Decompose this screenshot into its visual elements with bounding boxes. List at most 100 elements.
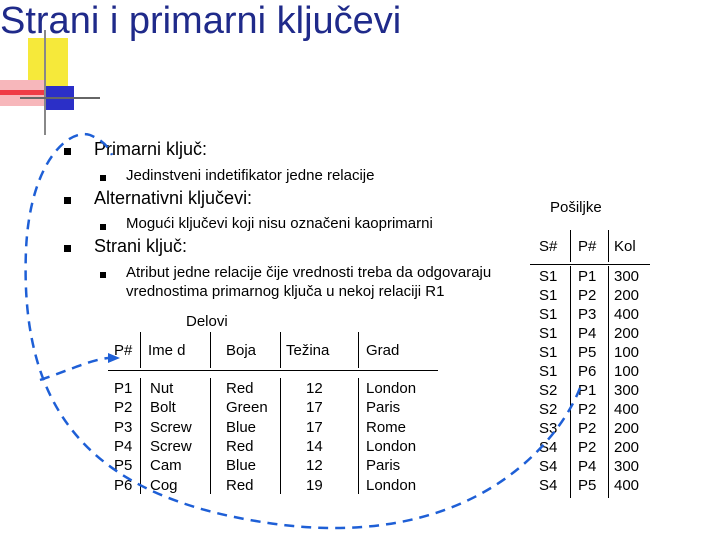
corner-decoration [0,0,100,140]
bullet-strani-kljuc: Strani ključ: [94,236,188,256]
posiljke-cell: P1 [578,382,597,399]
delovi-header-cell: Grad [366,342,400,359]
sub-bullet-strani-line2: vrednostima primarnog ključa u nekoj rel… [126,283,445,300]
posiljke-cell: 100 [614,344,640,361]
delovi-cell: Paris [366,457,401,475]
posiljke-cell: P2 [578,439,597,456]
delovi-cell: Cog [150,476,178,494]
delovi-cell: Nut [150,380,174,397]
sub-bullet-marker [100,272,106,278]
deco-horizontal-line [20,97,100,99]
delovi-cell: P2 [114,399,133,417]
posiljke-cell: 300 [614,458,640,475]
delovi-cell: 19 [306,476,323,494]
delovi-cell: P4 [114,437,133,455]
delovi-cell: P1 [114,380,133,397]
posiljke-column-separator [570,266,571,498]
posiljke-cell: S4 [539,477,558,494]
delovi-header-cell: Boja [226,342,257,359]
foreign-key-arrow-head [108,353,120,363]
delovi-cell: P3 [114,418,133,436]
posiljke-cell: P4 [578,325,597,342]
posiljke-header-cell: Kol [614,238,636,255]
delovi-cell: Blue [226,457,257,475]
posiljke-cell: S1 [539,325,558,342]
posiljke-cell: P2 [578,287,597,304]
posiljke-cell: P1 [578,268,597,285]
posiljke-cell: 400 [614,306,640,323]
posiljke-cell: S2 [539,401,558,418]
posiljke-cell: 400 [614,401,640,418]
posiljke-cell: P5 [578,344,597,361]
page-title: Strani i primarni ključevi [0,0,402,42]
delovi-header-separator [108,370,438,371]
delovi-cell: Rome [366,418,407,436]
foreign-key-arrow-path [24,132,582,530]
delovi-caption: Delovi [186,313,228,330]
delovi-column-separator [280,332,281,368]
posiljke-header-separator [530,264,650,265]
sub-bullet-strani-line1: Atribut jedne relacije čije vrednosti tr… [126,264,492,281]
posiljke-cell: S2 [539,382,558,399]
delovi-cell: London [366,437,417,455]
delovi-column-separator [358,332,359,368]
posiljke-cell: P2 [578,401,597,418]
sub-bullet-marker [100,224,106,230]
posiljke-cell: S1 [539,344,558,361]
delovi-cell: 14 [306,437,323,455]
posiljke-cell: P6 [578,363,597,380]
delovi-cell: Bolt [150,399,176,417]
posiljke-cell: 200 [614,420,640,437]
posiljke-cell: S1 [539,306,558,323]
bullet-alternativni-kljucevi: Alternativni ključevi: [94,188,253,208]
bullet-marker [64,245,71,252]
delovi-column-separator [210,332,211,368]
delovi-cell: Red [226,380,254,397]
delovi-cell: P5 [114,457,133,475]
posiljke-cell: 200 [614,287,640,304]
delovi-header-cell: P# [114,342,133,359]
posiljke-cell: 300 [614,268,640,285]
delovi-cell: 17 [306,399,323,417]
posiljke-column-separator [570,230,571,262]
posiljke-cell: S4 [539,439,558,456]
posiljke-header-cell: P# [578,238,597,255]
delovi-cell: 12 [306,380,323,397]
delovi-cell: Cam [150,457,182,475]
delovi-cell: P6 [114,476,133,494]
delovi-column-separator [210,378,211,494]
delovi-column-separator [140,378,141,494]
posiljke-cell: 200 [614,325,640,342]
delovi-cell: London [366,380,417,397]
delovi-cell: Blue [226,418,257,436]
bullet-marker [64,197,71,204]
delovi-header-cell: Ime d [148,342,186,359]
delovi-column-separator [140,332,141,368]
posiljke-cell: S1 [539,268,558,285]
delovi-cell: Paris [366,399,401,417]
delovi-cell: Screw [150,418,192,436]
deco-vertical-line [44,30,46,135]
posiljke-cell: S4 [539,458,558,475]
posiljke-cell: S1 [539,363,558,380]
foreign-key-arrow-connector [39,356,109,382]
posiljke-cell: P2 [578,420,597,437]
delovi-cell: 17 [306,418,323,436]
delovi-cell: Red [226,476,254,494]
sub-bullet-marker [100,175,106,181]
posiljke-cell: 400 [614,477,640,494]
posiljke-cell: P5 [578,477,597,494]
posiljke-cell: 200 [614,439,640,456]
delovi-header-cell: Težina [286,342,330,359]
posiljke-column-separator [608,230,609,262]
bullet-marker [64,148,71,155]
posiljke-cell: P4 [578,458,597,475]
delovi-cell: 12 [306,457,323,475]
sub-bullet-primarni: Jedinstveni indetifikator jedne relacije [126,167,375,184]
delovi-cell: Screw [150,437,192,455]
bullet-primarni-kljuc: Primarni ključ: [94,139,208,159]
delovi-cell: London [366,476,417,494]
sub-bullet-alternativni: Mogući ključevi koji nisu označeni kaopr… [126,215,433,232]
delovi-column-separator [358,378,359,494]
